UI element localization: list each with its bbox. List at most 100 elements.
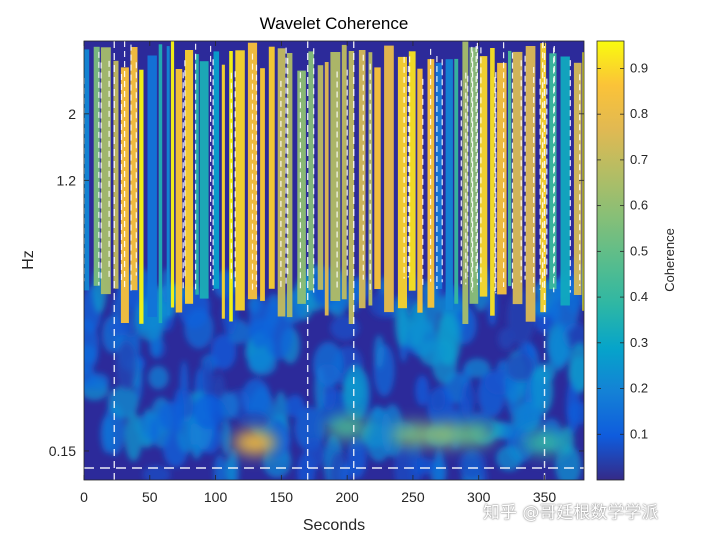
coherence-stripe <box>512 51 523 305</box>
coherence-stripe <box>166 46 170 316</box>
low-frequency-blob <box>460 380 475 420</box>
coherence-stripe <box>84 49 90 291</box>
coherence-hotspot <box>325 415 370 440</box>
low-frequency-blob <box>84 366 97 390</box>
low-frequency-blob <box>374 334 385 369</box>
coherence-stripe <box>170 41 175 308</box>
high-frequency-stripes <box>84 41 584 324</box>
coherence-stripe <box>397 56 407 309</box>
coherence-stripe <box>247 42 258 300</box>
low-frequency-blob <box>409 318 438 357</box>
low-frequency-blob <box>458 449 486 480</box>
low-frequency-blob <box>506 353 535 382</box>
watermark-text: 知乎 @哥廷根数学学派 <box>483 503 659 523</box>
low-frequency-blob <box>415 375 430 407</box>
low-frequency-blob <box>115 341 138 391</box>
colorbar-tick-label: 0.6 <box>630 198 648 213</box>
coherence-stripe <box>384 45 394 313</box>
low-frequency-blob <box>347 437 367 479</box>
coherence-stripe <box>113 60 119 289</box>
low-frequency-blob <box>239 411 269 430</box>
coherence-stripe <box>408 51 416 291</box>
coherence-stripe <box>445 59 453 310</box>
coherence-stripe <box>100 47 111 295</box>
coherence-stripe <box>130 47 138 291</box>
colorbar-tick-label: 0.5 <box>630 243 648 258</box>
low-frequency-blob <box>107 386 139 419</box>
coherence-stripe <box>374 67 381 290</box>
y-tick-label: 2 <box>68 106 76 122</box>
low-frequency-blob <box>148 365 169 390</box>
colorbar <box>596 40 625 481</box>
heatmap-area <box>84 41 584 480</box>
coherence-stripe <box>573 62 582 295</box>
colorbar-tick-label: 0.1 <box>630 426 648 441</box>
coherence-stripe <box>525 46 536 322</box>
low-frequency-blob <box>566 379 581 434</box>
chart-title: Wavelet Coherence <box>260 14 409 33</box>
colorbar-ticks: 0.1 0.2 0.3 0.4 0.5 0.6 0.7 0.8 0.9 <box>597 60 648 441</box>
low-frequency-blob <box>266 300 281 327</box>
colorbar-tick-label: 0.7 <box>630 152 648 167</box>
coherence-stripe <box>582 52 584 311</box>
coherence-hotspot <box>390 422 435 447</box>
colorbar-tick-label: 0.8 <box>630 106 648 121</box>
low-frequency-hotspots <box>233 415 567 455</box>
coherence-stripe <box>158 44 163 324</box>
coherence-stripe <box>268 46 275 289</box>
coherence-stripe <box>213 51 220 289</box>
low-frequency-blob <box>510 402 541 433</box>
coherence-stripe <box>508 50 512 287</box>
low-frequency-blob <box>149 418 159 445</box>
coherence-stripe <box>330 52 341 301</box>
colorbar-tick-label: 0.2 <box>630 381 648 396</box>
coherence-stripe <box>317 65 324 290</box>
coherence-stripe <box>341 44 347 300</box>
low-frequency-blob <box>192 394 225 429</box>
low-frequency-blob <box>248 296 270 349</box>
low-frequency-blob <box>496 445 523 471</box>
coherence-stripe <box>490 48 495 316</box>
low-frequency-blob <box>304 437 325 471</box>
coherence-stripe <box>560 56 570 306</box>
low-frequency-blob <box>433 448 445 480</box>
low-frequency-blob <box>247 351 277 376</box>
low-frequency-blob <box>84 318 99 374</box>
coherence-stripe <box>235 50 245 311</box>
coherence-stripe <box>175 69 183 313</box>
colorbar-label: Coherence <box>662 228 677 292</box>
colorbar-tick-label: 0.3 <box>630 335 648 350</box>
coherence-stripe <box>195 54 199 295</box>
coherence-stripe <box>297 70 306 304</box>
coherence-stripe <box>435 62 443 290</box>
low-frequency-blob <box>547 326 569 371</box>
y-axis: 2 1.2 0.15 <box>49 106 584 459</box>
x-axis: 0 50 100 150 200 250 300 350 <box>80 41 556 505</box>
coherence-stripe <box>549 53 557 290</box>
x-tick-label: 350 <box>533 489 557 505</box>
y-tick-label: 0.15 <box>49 443 76 459</box>
low-frequency-blob <box>202 358 214 400</box>
low-frequency-blob <box>568 342 584 393</box>
low-frequency-blob <box>330 315 360 341</box>
coherence-stripe <box>469 47 479 304</box>
coherence-stripe <box>260 68 265 301</box>
coherence-hotspot <box>233 430 278 455</box>
coherence-stripe <box>286 53 293 318</box>
low-frequency-blob <box>430 387 446 412</box>
x-tick-label: 300 <box>467 489 491 505</box>
coherence-stripe <box>199 61 209 299</box>
coherence-stripe <box>479 56 488 297</box>
x-tick-label: 0 <box>80 489 88 505</box>
plot-frame <box>83 40 585 481</box>
coherence-stripe <box>497 62 507 295</box>
coherence-stripe <box>147 55 157 317</box>
coherence-stripe <box>308 51 314 291</box>
low-frequency-blob <box>531 369 546 410</box>
x-tick-label: 100 <box>204 489 228 505</box>
coherence-stripe <box>324 62 329 316</box>
x-axis-label: Seconds <box>303 517 365 534</box>
y-tick-label: 1.2 <box>57 172 77 188</box>
low-frequency-blob <box>210 334 237 370</box>
low-frequency-blob <box>124 412 143 462</box>
